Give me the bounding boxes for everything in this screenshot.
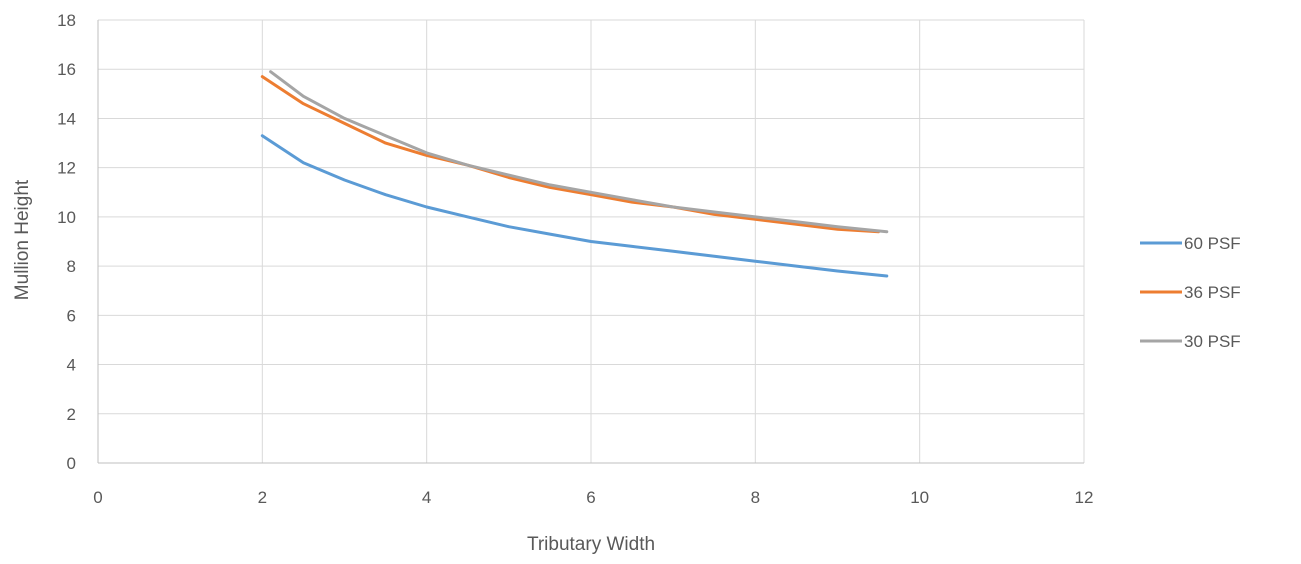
y-tick-label: 12 (57, 159, 76, 178)
tick-labels: 0 2 4 6 8 10 12 14 16 18 0 2 4 6 8 10 12 (57, 11, 1093, 507)
x-tick-label: 8 (751, 488, 760, 507)
series-line-36-psf (260, 75, 881, 234)
axes (97, 20, 1084, 464)
series-line-60-psf (260, 134, 889, 278)
y-tick-label: 6 (67, 306, 76, 325)
x-tick-label: 0 (93, 488, 102, 507)
y-axis-title: Mullion Height (12, 179, 33, 300)
gridlines (98, 19, 1085, 463)
y-tick-label: 2 (67, 405, 76, 424)
y-tick-label: 4 (67, 356, 76, 375)
legend-label: 60 PSF (1184, 234, 1241, 253)
legend-item: 60 PSF (1140, 234, 1241, 253)
x-tick-label: 6 (586, 488, 595, 507)
y-tick-label: 16 (57, 60, 76, 79)
legend-item: 30 PSF (1140, 332, 1241, 351)
legend-label: 36 PSF (1184, 283, 1241, 302)
series-lines (260, 70, 889, 278)
y-tick-label: 0 (67, 454, 76, 473)
x-tick-label: 2 (258, 488, 267, 507)
series-line-30-psf (269, 70, 889, 234)
legend-label: 30 PSF (1184, 332, 1241, 351)
x-tick-label: 4 (422, 488, 431, 507)
y-tick-label: 10 (57, 208, 76, 227)
y-tick-label: 8 (67, 257, 76, 276)
x-tick-label: 12 (1075, 488, 1094, 507)
legend: 60 PSF 36 PSF 30 PSF (1140, 234, 1241, 351)
x-tick-label: 10 (910, 488, 929, 507)
x-axis-title: Tributary Width (527, 534, 655, 555)
y-tick-label: 14 (57, 109, 76, 128)
y-tick-label: 18 (57, 11, 76, 30)
legend-item: 36 PSF (1140, 283, 1241, 302)
